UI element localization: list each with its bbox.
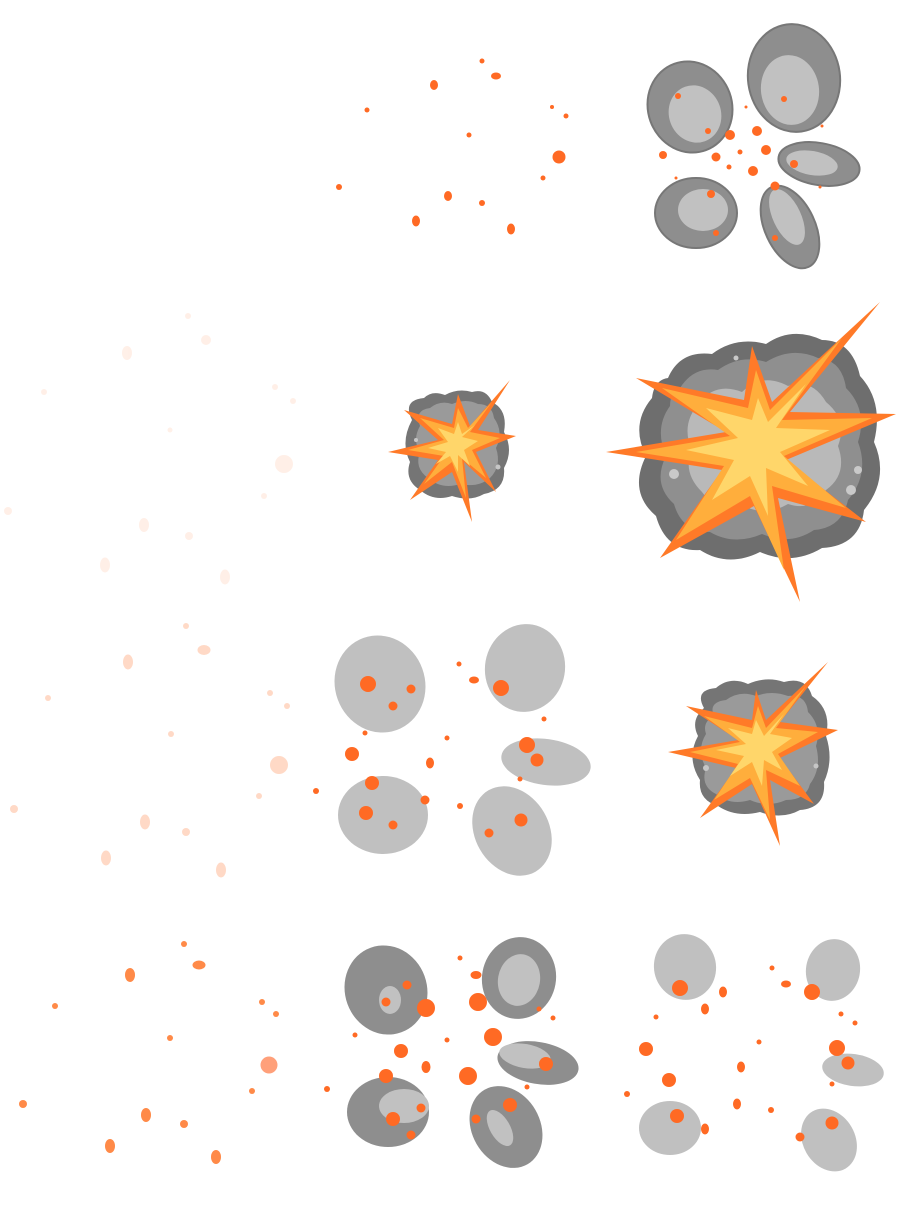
debris-scatter-frame — [336, 58, 569, 235]
small-blast-frame — [388, 380, 516, 522]
smoke-puffs-light-dissipate-frame — [624, 934, 884, 1172]
medium-blast-frame — [668, 662, 838, 846]
faded-sparks-frame — [4, 313, 296, 878]
smoke-puffs-top-frame — [646, 23, 861, 270]
big-blast-frame — [606, 302, 896, 602]
smoke-puffs-light-frame — [313, 624, 591, 876]
smoke-puffs-dark-frame — [324, 937, 579, 1168]
sparks-frame — [19, 941, 279, 1164]
